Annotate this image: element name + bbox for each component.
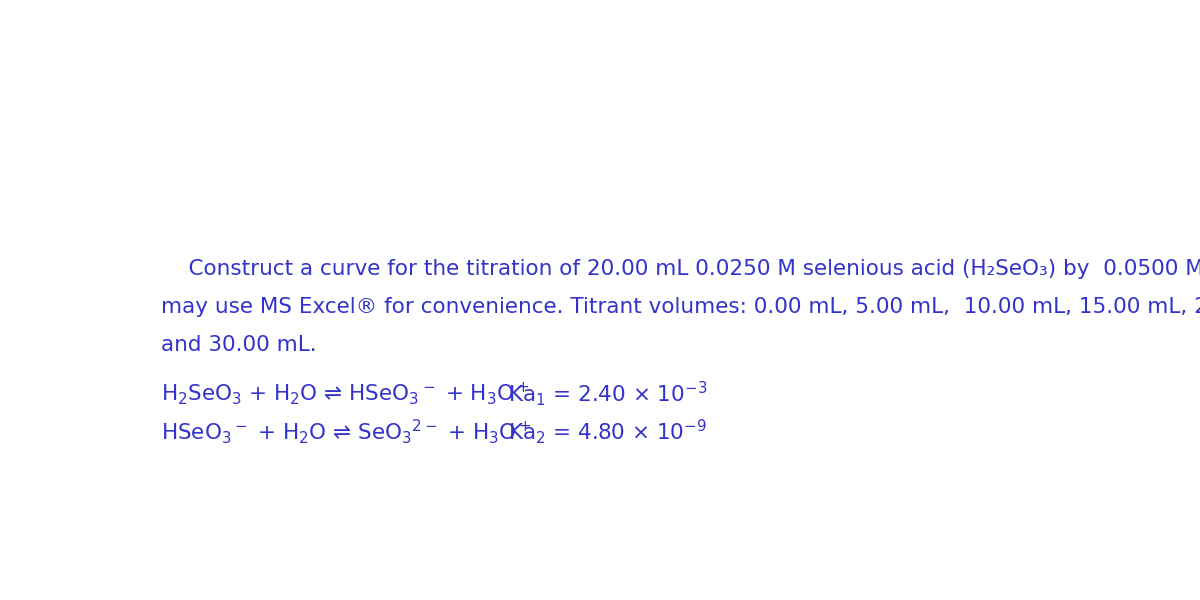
Text: Ka$_2$ = 4.80 × 10$^{-9}$: Ka$_2$ = 4.80 × 10$^{-9}$ xyxy=(508,418,707,446)
Text: Construct a curve for the titration of 20.00 mL 0.0250 M selenious acid (H₂SeO₃): Construct a curve for the titration of 2… xyxy=(161,259,1200,279)
Text: HSeO$_3$$^-$ + H$_2$O ⇌ SeO$_3$$^{2-}$ + H$_3$O$^+$: HSeO$_3$$^-$ + H$_2$O ⇌ SeO$_3$$^{2-}$ +… xyxy=(161,418,532,446)
Text: may use MS Excel® for convenience. Titrant volumes: 0.00 mL, 5.00 mL,  10.00 mL,: may use MS Excel® for convenience. Titra… xyxy=(161,297,1200,317)
Text: H$_2$SeO$_3$ + H$_2$O ⇌ HSeO$_3$$^-$ + H$_3$O$^+$: H$_2$SeO$_3$ + H$_2$O ⇌ HSeO$_3$$^-$ + H… xyxy=(161,380,529,407)
Text: Ka$_1$ = 2.40 × 10$^{-3}$: Ka$_1$ = 2.40 × 10$^{-3}$ xyxy=(508,380,708,409)
Text: and 30.00 mL.: and 30.00 mL. xyxy=(161,335,317,355)
